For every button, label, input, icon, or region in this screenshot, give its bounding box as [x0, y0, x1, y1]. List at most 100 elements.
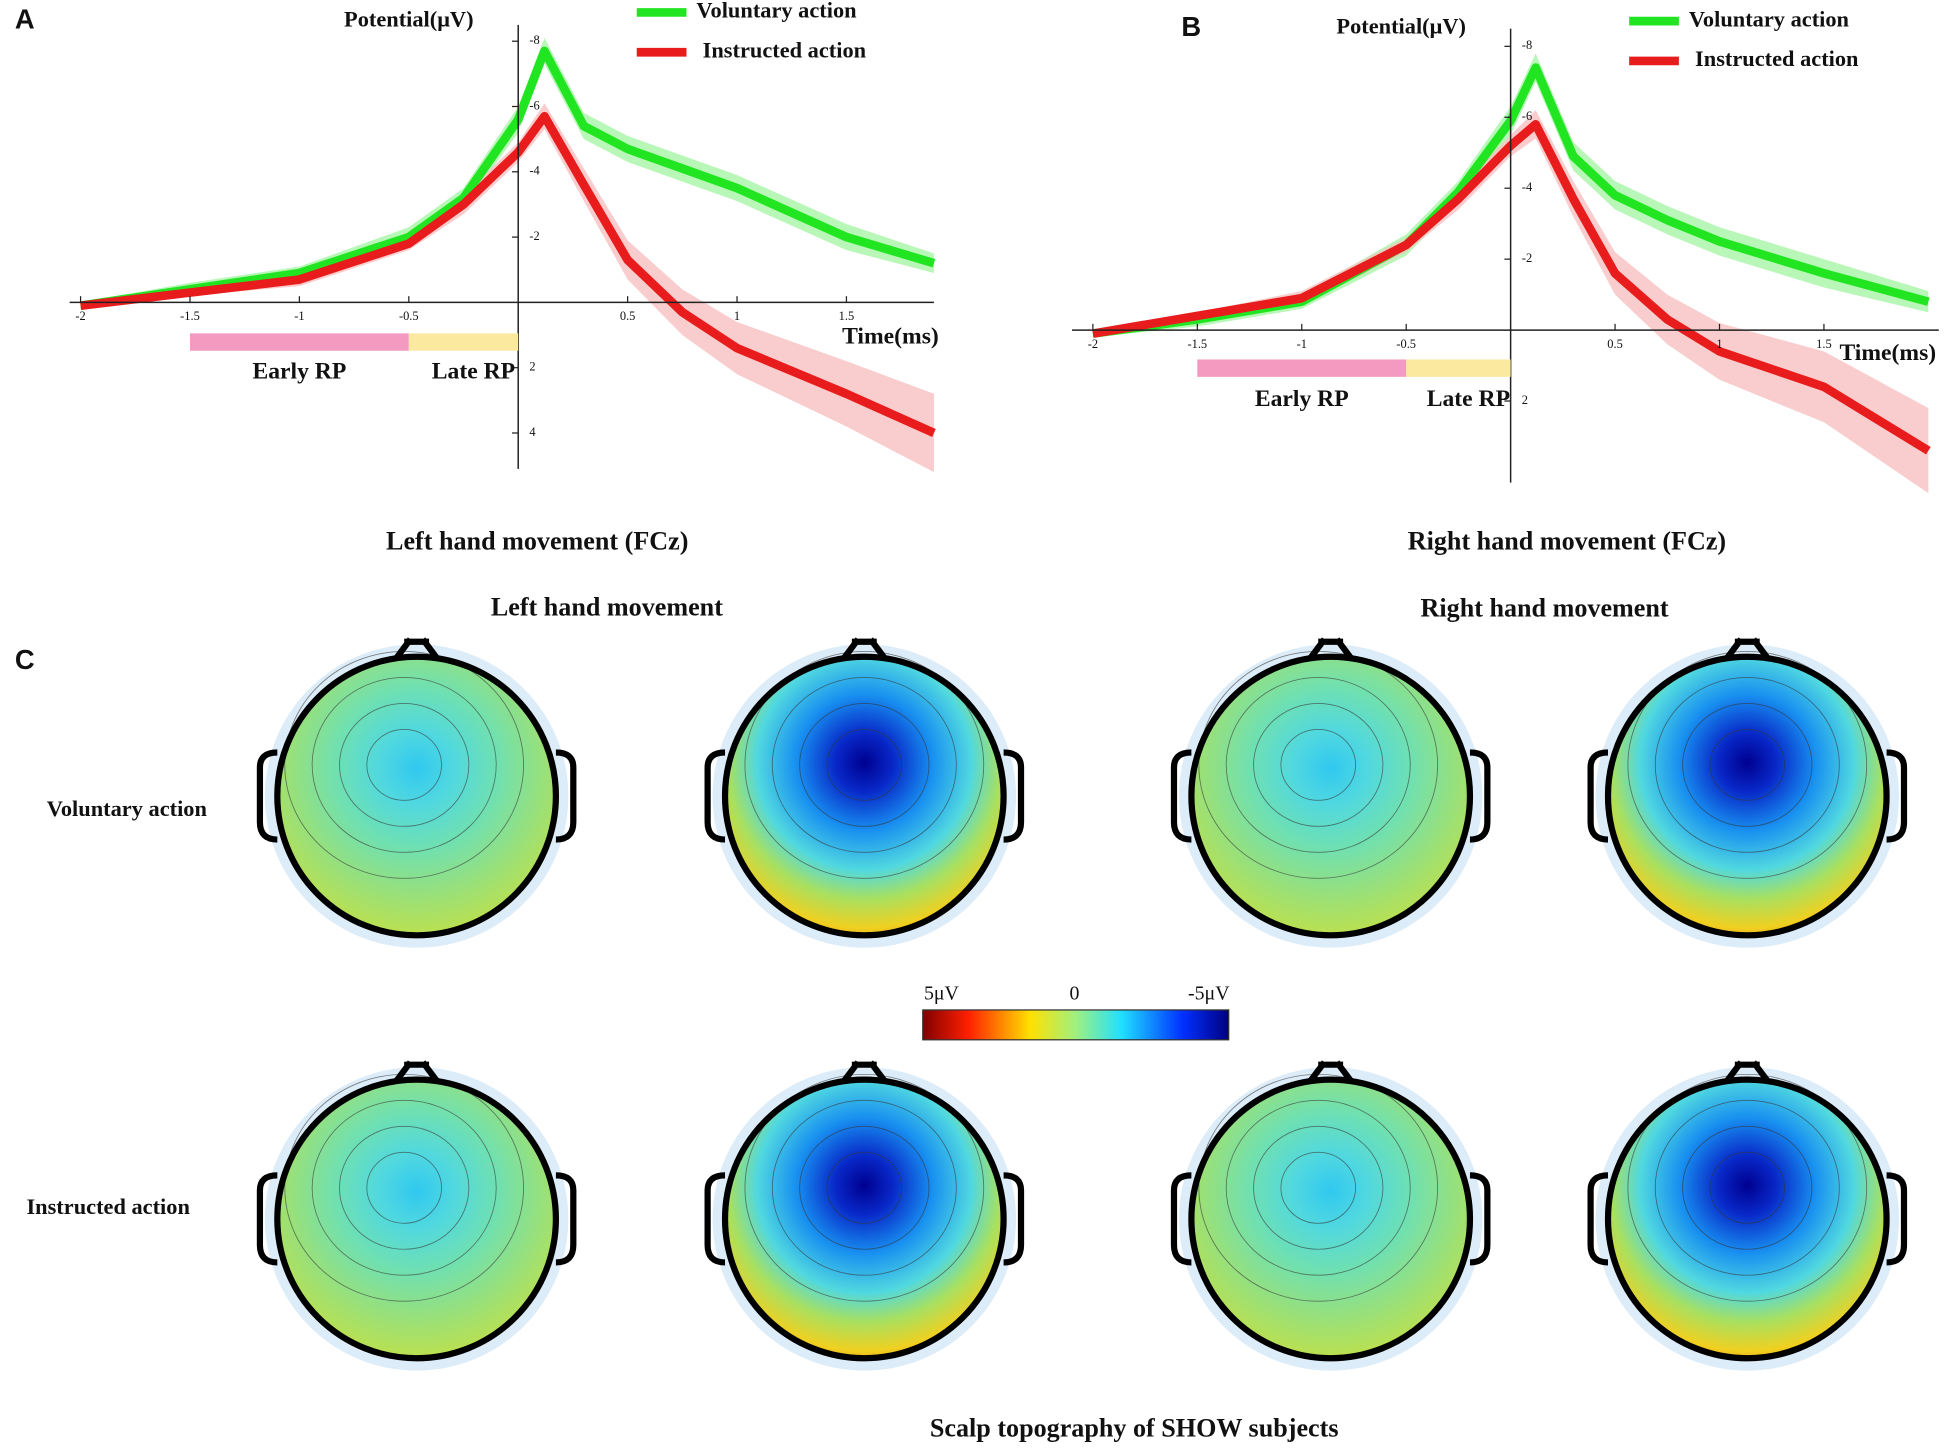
contour [311, 677, 497, 853]
scalp-fill [1608, 656, 1887, 936]
contour [311, 1099, 497, 1276]
y-tick-label: -6 [529, 98, 539, 112]
ear [1170, 1172, 1192, 1266]
contour [1682, 1125, 1813, 1250]
column-title: Right hand movement [1421, 594, 1669, 623]
contour [339, 703, 470, 827]
row-label: Instructed action [26, 1194, 190, 1219]
contour [1280, 729, 1356, 801]
ear [1886, 1172, 1908, 1266]
x-tick-label: -2 [1088, 337, 1098, 351]
ear [1003, 749, 1025, 843]
head-outline [274, 653, 560, 939]
contour [799, 703, 930, 827]
x-tick-label: -0.5 [399, 309, 419, 323]
scalp-map [704, 1060, 1025, 1371]
y-tick-label: -6 [1522, 109, 1532, 123]
x-tick-label: 1.5 [1816, 337, 1832, 351]
y-tick-label: -8 [1522, 38, 1532, 52]
contour [1253, 1125, 1384, 1250]
panel-letter: A [15, 3, 35, 34]
ear [704, 749, 726, 843]
scalp-map [1170, 1060, 1491, 1371]
legend-label: Instructed action [1695, 46, 1859, 71]
colorbar [922, 1009, 1230, 1041]
contour [366, 1151, 442, 1224]
legend-label: Voluntary action [696, 0, 857, 23]
scalp-map [1587, 637, 1908, 948]
contour [1225, 1099, 1411, 1276]
rp-label: Early RP [252, 359, 346, 385]
scalp-fill [277, 1079, 556, 1359]
scalp-fill [725, 656, 1004, 936]
head-outline [721, 653, 1007, 939]
series-line [79, 46, 936, 310]
nose [392, 637, 441, 662]
y-tick-label: 4 [529, 425, 536, 439]
series-line [80, 111, 936, 437]
scalp-map [256, 1060, 577, 1371]
x-tick-label: -1.5 [1187, 337, 1207, 351]
ear [256, 749, 278, 843]
x-tick-label: 0.5 [1607, 337, 1623, 351]
nose [392, 1060, 441, 1084]
panel-letter: B [1181, 11, 1201, 42]
ear [1469, 749, 1491, 843]
contour [826, 729, 903, 801]
panel-letter: C [15, 644, 35, 675]
chart-caption: Left hand movement (FCz) [386, 527, 688, 556]
ear [1003, 1172, 1025, 1266]
rp-bar [408, 333, 519, 351]
row-label: Voluntary action [47, 796, 208, 821]
x-tick-label: -1.5 [180, 309, 200, 323]
y-axis-label: Potential(μV) [344, 6, 473, 31]
contour [1280, 1151, 1356, 1224]
contour [1682, 703, 1813, 827]
x-tick-label: 1.5 [839, 309, 855, 323]
nose [1307, 1060, 1355, 1084]
y-tick-label: -4 [1522, 180, 1533, 194]
head-outline [1604, 653, 1890, 939]
ear [1587, 1172, 1609, 1266]
scalp-map [1587, 1060, 1908, 1371]
ear [555, 1172, 577, 1266]
head-outline [274, 1076, 560, 1362]
rp-label: Late RP [1427, 386, 1510, 412]
contour [1709, 729, 1786, 801]
x-tick-label: -1 [1297, 337, 1307, 351]
scalp-fill [1191, 656, 1470, 936]
x-tick-label: 1 [734, 309, 740, 323]
y-tick-label: 2 [529, 360, 535, 374]
nose [1723, 637, 1771, 662]
rp-bar [1197, 359, 1407, 377]
scalp-map [256, 637, 577, 948]
colorbar-label: 5μV [924, 983, 960, 1005]
y-tick-label: -4 [529, 164, 540, 178]
x-tick-label: -1 [294, 309, 304, 323]
x-tick-label: 0.5 [620, 309, 636, 323]
x-axis-label: Time(ms) [842, 324, 939, 350]
colorbar-label: 0 [1070, 983, 1080, 1005]
contour [1654, 1099, 1840, 1276]
y-tick-label: -2 [1522, 251, 1532, 265]
rp-label: Early RP [1255, 386, 1349, 412]
y-tick-label: -2 [529, 229, 539, 243]
ear [555, 749, 577, 843]
ear [1886, 749, 1908, 843]
ear [256, 1172, 278, 1266]
nose [1723, 1060, 1771, 1084]
figure-title: Scalp topography of SHOW subjects [930, 1413, 1339, 1442]
scalp-fill [725, 1079, 1004, 1359]
x-tick-label: -0.5 [1396, 337, 1416, 351]
ear [1469, 1172, 1491, 1266]
error-band [80, 37, 934, 309]
scalp-fill [1608, 1079, 1887, 1359]
y-tick-label: 2 [1522, 393, 1528, 407]
rp-label: Late RP [432, 359, 515, 385]
nose [840, 1060, 888, 1084]
contour [826, 1151, 903, 1224]
contour [366, 729, 442, 801]
x-tick-label: 1 [1716, 337, 1722, 351]
